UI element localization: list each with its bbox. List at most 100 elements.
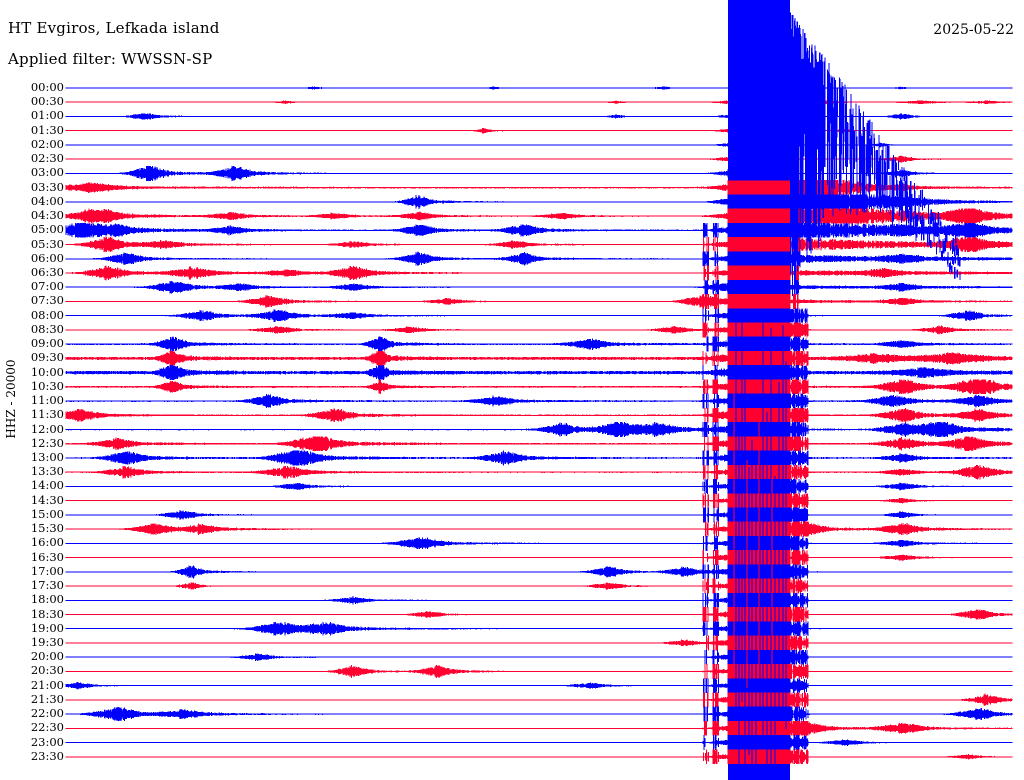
seismogram-trace-row: [65, 592, 1013, 608]
trace-path: [65, 393, 1013, 409]
time-tick-label: 13:30: [30, 464, 64, 479]
trace-path: [65, 279, 1013, 295]
time-tick-label: 23:00: [30, 734, 64, 749]
seismogram-trace-row: [65, 635, 1013, 651]
page-title: HT Evgiros, Lefkada island: [8, 19, 220, 37]
seismogram-trace-row: [65, 450, 1013, 466]
trace-path: [65, 86, 1013, 90]
time-tick-label: 14:30: [30, 492, 64, 507]
time-tick-label: 18:30: [30, 606, 64, 621]
seismogram-trace-row: [65, 521, 1013, 537]
seismogram-trace-row: [65, 194, 1013, 210]
seismogram-trace-row: [65, 308, 1013, 324]
trace-path: [65, 550, 1013, 565]
time-tick-label: 22:30: [30, 720, 64, 735]
trace-path: [65, 208, 1013, 224]
seismogram-trace-row: [65, 735, 1013, 750]
time-tick-label: 06:30: [30, 264, 64, 279]
trace-path: [65, 194, 1013, 210]
time-tick-label: 05:30: [30, 236, 64, 251]
trace-path: [65, 507, 1013, 523]
time-tick-label: 04:00: [30, 193, 64, 208]
seismogram-trace-row: [65, 493, 1013, 509]
seismogram-trace-row: [65, 422, 1013, 437]
time-tick-label: 08:30: [30, 321, 64, 336]
trace-path: [65, 99, 1013, 105]
time-tick-label: 10:00: [30, 364, 64, 379]
trace-path: [65, 450, 1013, 466]
seismogram-trace-row: [65, 407, 1013, 423]
seismogram-trace-row: [65, 578, 1013, 594]
trace-path: [65, 607, 1013, 622]
seismogram-trace-row: [65, 279, 1013, 295]
trace-path: [65, 578, 1013, 594]
time-tick-label: 03:30: [30, 179, 64, 194]
trace-path: [65, 365, 1013, 380]
seismogram-trace-row: [65, 365, 1013, 380]
seismogram-trace-row: [65, 86, 1013, 90]
time-tick-label: 21:30: [30, 691, 64, 706]
seismogram-trace-row: [65, 507, 1013, 523]
trace-path: [65, 407, 1013, 423]
seismogram-trace-row: [65, 706, 1013, 722]
seismogram-trace-row: [65, 621, 1013, 637]
clipped-event-ringing: [733, 309, 787, 779]
time-tick-label: 13:00: [30, 449, 64, 464]
seismogram-trace-row: [65, 649, 1013, 665]
time-tick-label: 03:00: [30, 165, 64, 180]
time-tick-label: 06:00: [30, 250, 64, 265]
time-tick-label: 11:30: [30, 407, 64, 422]
date-label: 2025-05-22: [933, 22, 1014, 38]
trace-path: [65, 336, 1013, 352]
seismogram-trace-row: [65, 607, 1013, 622]
seismogram-trace-row: [65, 664, 1013, 679]
trace-path: [65, 749, 1013, 765]
time-tick-label: 10:30: [30, 378, 64, 393]
time-tick-label: 20:00: [30, 649, 64, 664]
time-tick-label: 12:30: [30, 435, 64, 450]
time-tick-label: 12:00: [30, 421, 64, 436]
time-axis: 00:00 00:30 01:00 01:30 02:00 02:30 03:00 03:30…: [0, 0, 64, 780]
time-tick-label: 02:30: [30, 151, 64, 166]
clipped-event-band-upper: [728, 0, 790, 181]
trace-path: [65, 464, 1013, 480]
trace-path: [65, 350, 1013, 366]
trace-path: [65, 692, 1013, 708]
seismogram-trace-row: [65, 535, 1013, 551]
time-tick-label: 15:00: [30, 506, 64, 521]
clipped-event-coda: [789, 12, 961, 296]
time-tick-label: 00:30: [30, 94, 64, 109]
trace-path: [65, 222, 1013, 238]
trace-path: [65, 308, 1013, 324]
trace-path: [65, 493, 1013, 509]
trace-path: [65, 664, 1013, 679]
time-tick-label: 20:30: [30, 663, 64, 678]
trace-path: [65, 113, 1013, 120]
seismogram-trace-row: [65, 436, 1013, 452]
time-tick-label: 19:00: [30, 620, 64, 635]
trace-path: [65, 521, 1013, 537]
trace-path: [65, 265, 1013, 281]
seismogram-trace-row: [65, 294, 1013, 309]
trace-path: [65, 592, 1013, 608]
trace-path: [65, 322, 1013, 338]
seismogram-trace-row: [65, 720, 1013, 736]
seismogram-trace-row: [65, 350, 1013, 366]
seismogram-trace-row: [65, 237, 1013, 252]
time-tick-label: 01:30: [30, 122, 64, 137]
seismogram-trace-row: [65, 550, 1013, 565]
trace-path: [65, 422, 1013, 437]
seismogram-trace-row: [65, 208, 1013, 224]
time-tick-label: 22:00: [30, 706, 64, 721]
time-tick-label: 04:30: [30, 208, 64, 223]
trace-path: [65, 635, 1013, 651]
time-tick-label: 16:30: [30, 549, 64, 564]
trace-path: [65, 621, 1013, 637]
time-tick-label: 23:30: [30, 748, 64, 763]
trace-path: [65, 649, 1013, 665]
seismogram-trace-row: [65, 393, 1013, 409]
time-tick-label: 09:00: [30, 336, 64, 351]
trace-path: [65, 678, 1013, 694]
